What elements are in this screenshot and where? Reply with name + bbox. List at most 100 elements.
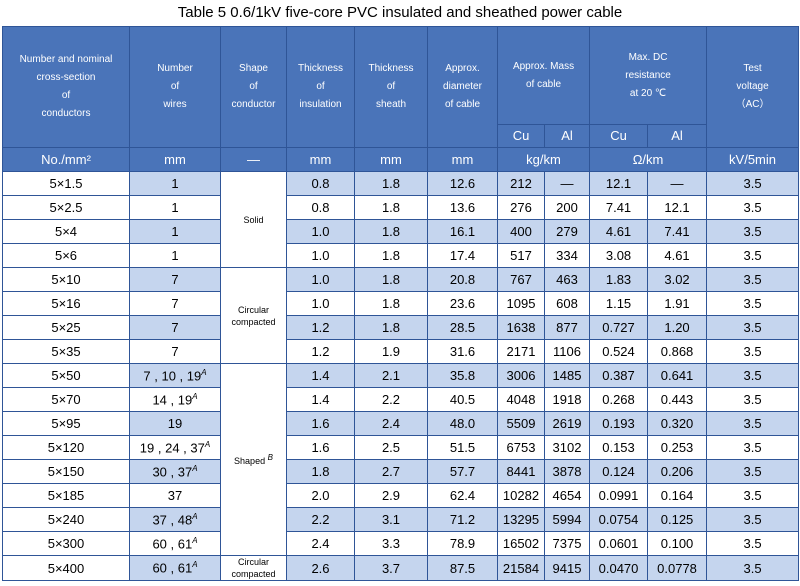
insulation-cell: 1.0 (286, 291, 355, 316)
size-cell: 5×50 (2, 363, 130, 388)
size-cell: 5×4 (2, 219, 130, 244)
res-cu-cell: 0.524 (589, 339, 649, 364)
voltage-cell: 3.5 (706, 267, 800, 292)
res-cu-cell: 0.193 (589, 411, 649, 436)
mass-al-cell: 9415 (543, 555, 591, 581)
mass-cu-cell: 212 (497, 171, 545, 196)
voltage-cell: 3.5 (706, 435, 800, 460)
wires-cell: 1 (129, 171, 221, 196)
voltage-cell: 3.5 (706, 555, 800, 581)
header-conductor: Number and nominal cross-section of conduct… (2, 26, 130, 148)
table-row: 5×1.5 1 Solid 0.8 1.8 12.6 212—12.1—3.5 (2, 171, 800, 268)
insulation-cell: 1.0 (286, 243, 355, 268)
sheath-cell: 1.8 (354, 171, 428, 196)
res-cu-cell: 0.0991 (589, 483, 649, 508)
mass-cu-cell: 4048 (497, 387, 545, 412)
wires-cell: 14 , 19A (129, 387, 221, 412)
wires-cell: 1 (129, 243, 221, 268)
unit-insulation: mm (286, 147, 355, 172)
res-al-cell: 0.253 (647, 435, 708, 460)
header-mass-cu: Cu (497, 124, 545, 148)
table-row: 5×4 1 1.0 1.8 16.1 400 279 4.61 7.41 3.5 (2, 219, 800, 244)
res-al-cell: 0.164 (647, 483, 708, 508)
res-cu-cell: 0.387 (589, 363, 649, 388)
table-row: 5×25 7 1.2 1.8 28.5 1638 877 0.727 1.20 3.5 (2, 315, 800, 340)
res-cu-cell: 4.61 (589, 219, 649, 244)
sheath-cell: 2.5 (354, 435, 428, 460)
unit-resistance: Ω/km (589, 147, 708, 172)
sheath-cell: 2.4 (354, 411, 428, 436)
voltage-cell: 3.5 (706, 483, 800, 508)
wires-cell: 7 (129, 315, 221, 340)
header-resistance: Max. DC resistance at 20 ℃ (589, 26, 708, 125)
header-voltage: Test voltage （AC） (706, 26, 800, 148)
size-cell: 5×16 (2, 291, 130, 316)
res-cu-cell: 0.124 (589, 459, 649, 484)
header-res-cu: Cu (589, 124, 649, 148)
insulation-cell: 2.4 (286, 531, 355, 556)
mass-al-cell: 279 (543, 219, 591, 244)
wires-cell: 37 , 48A (129, 507, 221, 532)
table-row: 5×240 37 , 48A 2.2 3.1 71.2 13295 5994 0.0754 0.… (2, 507, 800, 532)
size-cell: 5×185 (2, 483, 130, 508)
mass-cu-cell: 1638 (497, 315, 545, 340)
diameter-cell: 31.6 (427, 339, 498, 364)
res-al-cell: 1.91 (647, 291, 708, 316)
voltage-cell: 3.5 (706, 291, 800, 316)
res-al-cell: 0.641 (647, 363, 708, 388)
shape-cell: Circular compacted (220, 555, 287, 581)
header-shape: Shape of conductor (220, 26, 287, 148)
res-al-cell: 0.320 (647, 411, 708, 436)
table-row: 5×35 7 1.2 1.9 31.6 2171 1106 0.524 0.868 3.5 (2, 339, 800, 364)
res-cu-cell: 0.0470 (589, 555, 649, 581)
mass-al-cell: 1485 (543, 363, 591, 388)
res-al-cell: 0.0778 (647, 555, 708, 581)
table-row: 5×95 19 1.6 2.4 48.0 5509 2619 0.193 0.320 3.5 (2, 411, 800, 436)
mass-cu-cell: 1095 (497, 291, 545, 316)
size-cell: 5×240 (2, 507, 130, 532)
diameter-cell: 40.5 (427, 387, 498, 412)
sheath-cell: 3.3 (354, 531, 428, 556)
voltage-cell: 3.5 (706, 243, 800, 268)
sheath-cell: 1.9 (354, 339, 428, 364)
voltage-cell: 3.5 (706, 315, 800, 340)
mass-cu-cell: 400 (497, 219, 545, 244)
size-cell: 5×300 (2, 531, 130, 556)
diameter-cell: 71.2 (427, 507, 498, 532)
mass-al-cell: 2619 (543, 411, 591, 436)
mass-al-cell: — (543, 171, 591, 196)
mass-cu-cell: 276 (497, 195, 545, 220)
sheath-cell: 3.1 (354, 507, 428, 532)
voltage-cell: 3.5 (706, 219, 800, 244)
sheath-cell: 1.8 (354, 267, 428, 292)
table-row: 5×120 19 , 24 , 37A 1.6 2.5 51.5 6753 3102 0.15… (2, 435, 800, 460)
res-al-cell: — (647, 171, 708, 196)
size-cell: 5×25 (2, 315, 130, 340)
wires-cell: 1 (129, 219, 221, 244)
mass-al-cell: 1918 (543, 387, 591, 412)
voltage-cell: 3.5 (706, 195, 800, 220)
res-al-cell: 0.206 (647, 459, 708, 484)
voltage-cell: 3.5 (706, 363, 800, 388)
insulation-cell: 1.2 (286, 315, 355, 340)
insulation-cell: 0.8 (286, 171, 355, 196)
table-row: 5×300 60 , 61A 2.4 3.3 78.9 16502 7375 0.0601 0.… (2, 531, 800, 556)
shape-cell: Circular compacted (220, 267, 287, 364)
wires-cell: 7 , 10 , 19A (129, 363, 221, 388)
unit-size: No./mm² (2, 147, 130, 172)
header-mass: Approx. Mass of cable (496, 26, 591, 125)
res-al-cell: 3.02 (647, 267, 708, 292)
mass-al-cell: 3878 (543, 459, 591, 484)
shape-cell: Solid (220, 171, 287, 268)
mass-cu-cell: 13295 (497, 507, 545, 532)
res-al-cell: 0.125 (647, 507, 708, 532)
wires-cell: 60 , 61A (129, 531, 221, 556)
unit-sheath: mm (354, 147, 428, 172)
diameter-cell: 16.1 (427, 219, 498, 244)
insulation-cell: 1.0 (286, 219, 355, 244)
insulation-cell: 2.6 (286, 555, 355, 581)
table-row: 5×400 60 , 61A Circular compacted 2.6 3.7 87.… (2, 555, 800, 581)
table-body: 5×1.5 1 Solid 0.8 1.8 12.6 212—12.1—3.5 5×2.5 1 0… (2, 171, 800, 581)
diameter-cell: 62.4 (427, 483, 498, 508)
mass-al-cell: 200 (543, 195, 591, 220)
